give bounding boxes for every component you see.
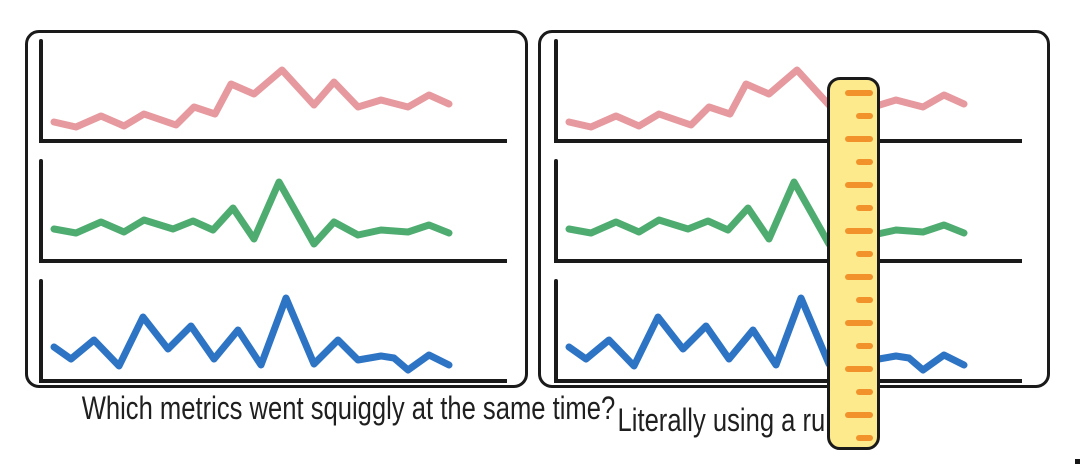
x-axis xyxy=(554,259,1022,263)
sparkline-chart-blue xyxy=(39,279,511,383)
y-axis xyxy=(39,39,43,143)
y-axis xyxy=(39,279,43,383)
ruler-overlay xyxy=(827,77,880,450)
left-caption: Which metrics went squiggly at the same … xyxy=(15,391,616,426)
x-axis xyxy=(39,379,507,383)
sparkline-chart-green xyxy=(39,159,511,263)
x-axis xyxy=(39,139,507,143)
ruler-tick-long xyxy=(845,90,873,96)
ruler-tick-short xyxy=(856,435,873,441)
green-line xyxy=(50,178,453,248)
ruler-tick-short xyxy=(856,297,873,303)
ruler-tick-long xyxy=(845,274,873,280)
ruler-tick-short xyxy=(856,343,873,349)
sparkline-chart-pink xyxy=(39,39,511,143)
sparkline-chart-pink xyxy=(554,39,1026,143)
x-axis xyxy=(554,139,1022,143)
pink-line xyxy=(565,66,968,131)
stray-dot xyxy=(1075,459,1080,464)
right-caption-text: Literally using a ruler xyxy=(617,402,855,438)
y-axis xyxy=(39,159,43,263)
ruler-tick-long xyxy=(845,412,873,418)
ruler-tick-long xyxy=(845,136,873,142)
ruler-tick-short xyxy=(856,389,873,395)
ruler-tick-long xyxy=(845,366,873,372)
left-caption-text: Which metrics went squiggly at the same … xyxy=(81,390,616,426)
ruler-tick-short xyxy=(856,159,873,165)
blue-line xyxy=(565,294,968,374)
left-chart-panel xyxy=(25,30,528,388)
ruler-tick-long xyxy=(845,320,873,326)
x-axis xyxy=(39,259,507,263)
sparkline-chart-blue xyxy=(554,279,1026,383)
ruler-tick-short xyxy=(856,251,873,257)
green-line xyxy=(565,178,968,248)
y-axis xyxy=(554,279,558,383)
right-chart-panel xyxy=(538,30,1050,388)
x-axis xyxy=(554,379,1022,383)
sparkline-chart-green xyxy=(554,159,1026,263)
pink-line xyxy=(50,66,453,131)
ruler-tick-long xyxy=(845,228,873,234)
ruler-tick-short xyxy=(856,113,873,119)
y-axis xyxy=(554,159,558,263)
ruler-tick-short xyxy=(856,205,873,211)
blue-line xyxy=(50,294,453,374)
y-axis xyxy=(554,39,558,143)
right-caption: Literally using a ruler xyxy=(586,402,886,438)
ruler-tick-long xyxy=(845,182,873,188)
